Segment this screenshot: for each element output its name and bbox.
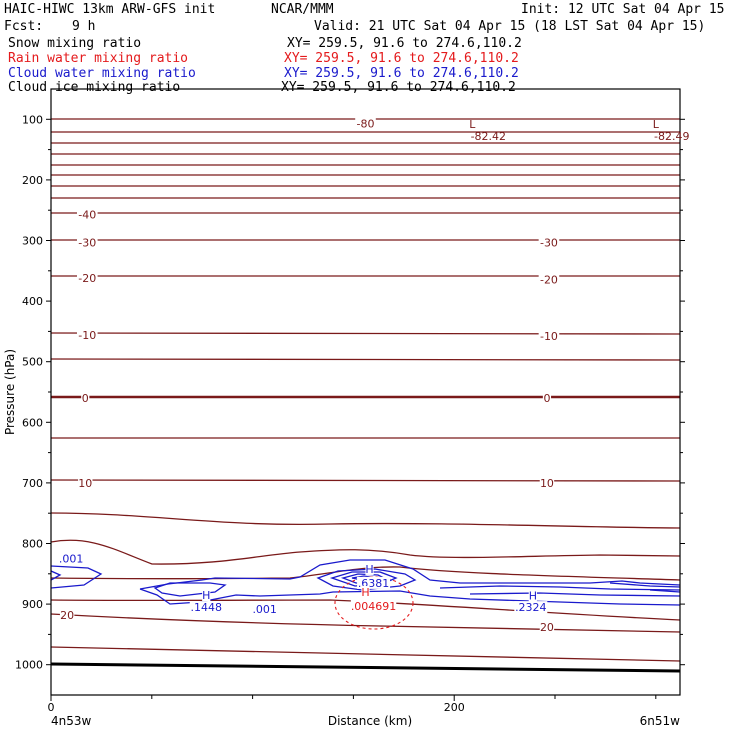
fcst-label: Fcst: (4, 19, 44, 34)
cloud-water-contour (51, 565, 103, 589)
temperature-min-value: -82.49 (654, 130, 689, 143)
x-endpoint-right: 6n51w (640, 714, 681, 728)
temperature-contour-line (51, 646, 680, 662)
temperature-contour-line (51, 479, 680, 482)
y-tick-label: 200 (22, 174, 43, 187)
temperature-contour-label: 20 (540, 621, 554, 634)
cloud-water-contour (139, 559, 680, 590)
temperature-contour-label: -20 (78, 272, 96, 285)
temperature-contour-line (51, 599, 680, 621)
cloud-water-contour (469, 592, 680, 597)
field-name-rain: Rain water mixing ratio (8, 51, 189, 66)
field-xy-snow: XY= 259.5, 91.6 to 274.6,110.2 (287, 36, 522, 51)
temperature-contour-line (51, 613, 680, 633)
temperature-contour-label: 0 (543, 392, 550, 405)
fcst-value: 9 h (72, 19, 96, 34)
y-tick-label: 700 (22, 477, 43, 490)
cloud-water-label: H (529, 590, 537, 603)
rain-water-contour (334, 576, 414, 630)
x-tick-label: 0 (48, 701, 55, 714)
temperature-contour-label: -20 (540, 273, 558, 286)
contour-labels: -80 -40 -30 -30 -20 -20 -10 -10 0 0 10 10 20 20 .001 H.… (57, 117, 689, 634)
rain-water-label: H (361, 586, 369, 599)
y-tick-label: 900 (22, 598, 43, 611)
field-name-cloud-water: Cloud water mixing ratio (8, 66, 196, 81)
y-tick-label: 100 (22, 113, 43, 126)
temperature-contour-label: -40 (78, 208, 96, 221)
x-tick-label: 200 (444, 701, 465, 714)
cloud-water-contour (153, 582, 227, 597)
temperature-contour-line (51, 512, 680, 529)
y-tick-label: 500 (22, 356, 43, 369)
temperature-contour-label: 10 (540, 477, 554, 490)
field-xy-cloud-ice: XY= 259.5, 91.6 to 274.6,110.2 (281, 80, 516, 95)
cloud-water-label: .001 (59, 553, 84, 566)
cloud-water-label: .2324 (515, 601, 547, 614)
temperature-min-mark: L (653, 118, 660, 131)
temperature-contour-label: -30 (78, 236, 96, 249)
cloud-water-label: H (202, 589, 210, 602)
cloud-water-label: H (365, 563, 373, 576)
rain-water-label: .004691 (351, 600, 397, 613)
temperature-min-value: -82.42 (471, 130, 506, 143)
cloud-water-contour (329, 571, 398, 587)
cloud-water-label: .001 (252, 603, 277, 616)
cloud-water-label: .1448 (190, 601, 222, 614)
x-axis-title: Distance (km) (328, 714, 412, 728)
field-xy-cloud-water: XY= 259.5, 91.6 to 274.6,110.2 (284, 66, 519, 81)
ground-line (51, 662, 680, 673)
valid-time: Valid: 21 UTC Sat 04 Apr 15 (18 LST Sat … (314, 19, 706, 34)
cloud-water-contour (439, 585, 680, 591)
x-axis: 0 200 (48, 695, 657, 714)
y-tick-label: 1000 (15, 659, 43, 672)
org-label: NCAR/MMM (271, 2, 334, 17)
cloud-water-contour (51, 570, 62, 581)
y-tick-label: 800 (22, 538, 43, 551)
y-axis-title: Pressure (hPa) (3, 349, 17, 435)
temperature-contours (51, 118, 680, 662)
field-name-snow: Snow mixing ratio (8, 36, 142, 51)
model-title: HAIC-HIWC 13km ARW-GFS init (4, 2, 216, 17)
y-tick-label: 400 (22, 295, 43, 308)
temperature-contour-label: 0 (82, 392, 89, 405)
temperature-contour-line (51, 358, 680, 361)
x-endpoint-left: 4n53w (51, 714, 92, 728)
cloud-water-contour (649, 589, 680, 593)
temperature-contour-label: -80 (357, 118, 375, 131)
cloud-water-contour (609, 582, 680, 588)
temperature-contour-label: 10 (78, 477, 92, 490)
temperature-contour-label: 20 (60, 609, 74, 622)
field-name-cloud-ice: Cloud ice mixing ratio (8, 80, 181, 95)
temperature-contour-label: -10 (78, 329, 96, 342)
temperature-contour-label: -30 (540, 236, 558, 249)
y-tick-label: 300 (22, 235, 43, 248)
temperature-contour-label: -10 (540, 330, 558, 343)
temperature-min-mark: L (469, 118, 476, 131)
temperature-contour-line (51, 332, 680, 335)
field-xy-rain: XY= 259.5, 91.6 to 274.6,110.2 (284, 51, 519, 66)
init-time: Init: 12 UTC Sat 04 Apr 15 (521, 2, 725, 17)
y-tick-label: 600 (22, 416, 43, 429)
temperature-contour-line (51, 539, 680, 565)
